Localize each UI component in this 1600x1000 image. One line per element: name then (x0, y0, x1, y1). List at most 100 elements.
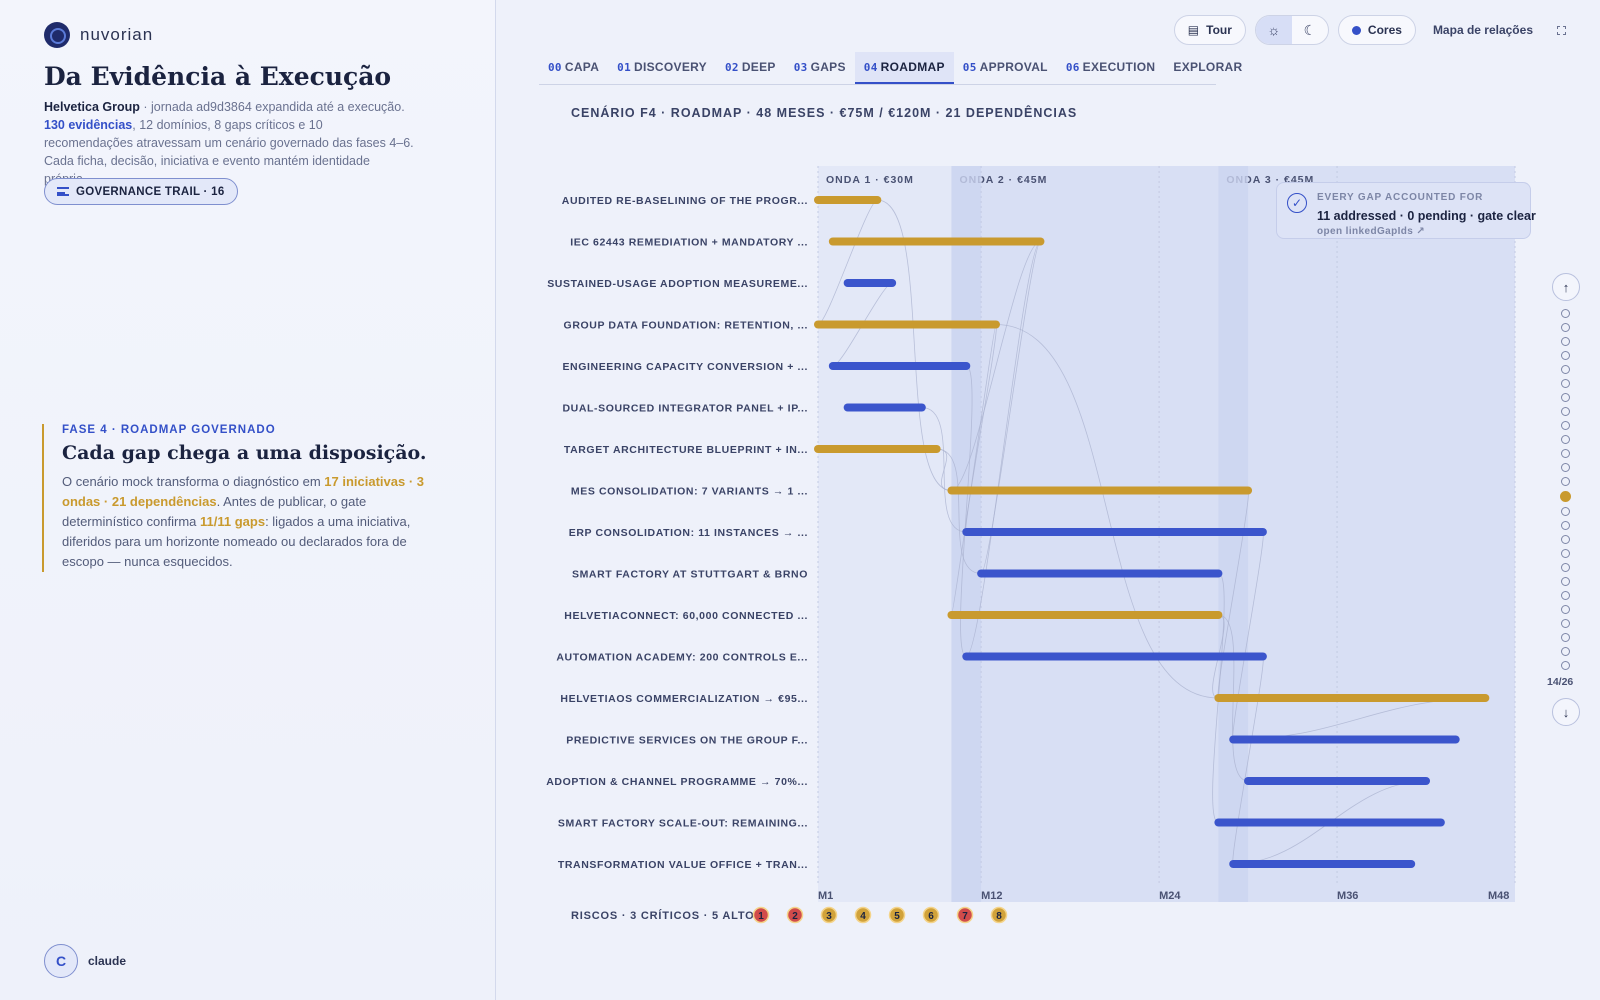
tab-number: 02 (724, 61, 739, 74)
slide-dot[interactable] (1561, 577, 1570, 586)
gate-summary: 11 addressed · 0 pending · gate clear (1317, 209, 1536, 223)
slide-dot[interactable] (1561, 619, 1570, 628)
intro-text: Helvetica Group · jornada ad9d3864 expan… (44, 98, 414, 188)
roadmap-gantt-chart: ONDA 1 · €30M ONDA 2 · €45M ONDA 3 · €45MM… (546, 166, 1516, 924)
risk-number: 5 (894, 911, 900, 922)
tab-gaps[interactable]: 03 GAPS (785, 52, 855, 84)
wave-label: ONDA 1 · €30M (826, 174, 914, 186)
phase-highlight-gaps: 11/11 gaps (200, 514, 266, 529)
tab-number: 00 (548, 61, 562, 74)
slide-dot[interactable] (1561, 421, 1570, 430)
task-label: HELVETIACONNECT: 60,000 CONNECTED ... (564, 610, 808, 622)
slide-dot[interactable] (1561, 563, 1570, 572)
slide-dot[interactable] (1561, 477, 1570, 486)
slide-dot[interactable] (1561, 463, 1570, 472)
dependency-link (877, 199, 952, 491)
slide-dot[interactable] (1561, 449, 1570, 458)
slide-dot[interactable] (1561, 351, 1570, 360)
tour-label: Tour (1206, 23, 1232, 37)
phase-highlight-initiatives: 17 iniciativas · 3 ondas · 21 dependênci… (62, 474, 425, 509)
brand[interactable]: nuvorian (44, 22, 153, 48)
risks-label: RISCOS · 3 CRÍTICOS · 5 ALTOS (571, 909, 763, 922)
relations-map-link[interactable]: Mapa de relações (1432, 23, 1533, 37)
governance-trail-button[interactable]: GOVERNANCE TRAIL · 16 (44, 178, 238, 205)
slide-dot[interactable] (1561, 591, 1570, 600)
slide-dot[interactable] (1561, 647, 1570, 656)
phase-card: FASE 4 · ROADMAP GOVERNADO Cada gap cheg… (42, 424, 442, 572)
slide-dot[interactable] (1561, 309, 1570, 318)
tab-roadmap[interactable]: 04 ROADMAP (854, 52, 954, 84)
arrow-down-icon[interactable]: ↓ (1552, 698, 1580, 726)
risk-number: 1 (758, 911, 764, 922)
tab-number: 05 (962, 61, 977, 74)
risk-marker (888, 906, 906, 924)
tab-label: CAPA (564, 60, 600, 74)
phase-body-3: : ligados a uma iniciativa, diferidos pa… (62, 514, 411, 569)
tour-button[interactable]: ▤ Tour (1173, 15, 1246, 45)
tab-execution[interactable]: 06 EXECUTION (1057, 52, 1165, 84)
tab-deep[interactable]: 02 DEEP (716, 52, 785, 84)
slide-dot[interactable] (1561, 661, 1570, 670)
dependency-link (1217, 490, 1249, 699)
slide-dot[interactable] (1561, 407, 1570, 416)
risk-number: 4 (860, 911, 866, 922)
dependency-link (936, 448, 982, 574)
sun-icon[interactable]: ☼ (1255, 16, 1292, 44)
task-label: ERP CONSOLIDATION: 11 INSTANCES → ... (569, 527, 808, 539)
risk-marker (990, 906, 1008, 924)
slide-dot[interactable] (1561, 535, 1570, 544)
x-tick-label: M48 (1488, 890, 1509, 902)
slide-dot[interactable] (1561, 337, 1570, 346)
phase-kicker: FASE 4 · ROADMAP GOVERNADO (62, 424, 276, 436)
x-tick-label: M12 (981, 890, 1002, 902)
slide-dot[interactable] (1560, 491, 1571, 502)
risk-number: 8 (996, 911, 1002, 922)
task-label: TARGET ARCHITECTURE BLUEPRINT + IN... (564, 444, 808, 456)
tab-discovery[interactable]: 01 DISCOVERY (608, 52, 716, 84)
dependency-link (1232, 531, 1264, 740)
avatar: C (44, 944, 78, 978)
risk-number: 3 (826, 911, 832, 922)
tab-number: 04 (863, 61, 878, 74)
task-label: AUTOMATION ACADEMY: 200 CONTROLS E... (556, 652, 808, 664)
slide-dot[interactable] (1561, 605, 1570, 614)
phase-body-2: . Antes de publicar, o gate determinísti… (62, 494, 367, 529)
slide-dot[interactable] (1561, 365, 1570, 374)
task-label: SUSTAINED-USAGE ADOPTION MEASUREME... (547, 278, 808, 290)
dependency-link (995, 324, 1219, 699)
risk-number: 2 (792, 911, 798, 922)
user-badge[interactable]: C claude (44, 944, 126, 978)
tab-label: APPROVAL (979, 60, 1048, 74)
colors-button[interactable]: Cores (1337, 15, 1416, 45)
evidence-count: 130 evidências (44, 118, 133, 132)
linked-gap-ids-link[interactable]: open linkedGapIds ↗ (1317, 226, 1426, 237)
phase-body-1: O cenário mock transforma o diagnóstico … (62, 474, 325, 489)
slide-dot[interactable] (1561, 507, 1570, 516)
moon-icon[interactable]: ☾ (1303, 21, 1317, 38)
slide-counter: 14/26 (1547, 676, 1574, 688)
slide-dot[interactable] (1561, 393, 1570, 402)
tab-capa[interactable]: 00 CAPA (539, 52, 608, 84)
task-label: ADOPTION & CHANNEL PROGRAMME → 70%... (546, 776, 808, 788)
gate-status-card[interactable]: ✓ EVERY GAP ACCOUNTED FOR 11 addressed ·… (1276, 182, 1536, 239)
phase-title: Cada gap chega a uma disposição. (62, 442, 427, 464)
tab-explorar[interactable]: EXPLORAR (1164, 52, 1251, 84)
dependency-link (1232, 656, 1264, 865)
risk-number: 7 (962, 911, 968, 922)
fullscreen-icon[interactable] (1550, 19, 1572, 41)
slide-dot[interactable] (1561, 435, 1570, 444)
slide-dot[interactable] (1561, 549, 1570, 558)
tab-label: DISCOVERY (634, 60, 707, 74)
tab-approval[interactable]: 05 APPROVAL (954, 52, 1057, 84)
slide-dot[interactable] (1561, 521, 1570, 530)
dependency-link (965, 324, 997, 533)
top-toolbar: ▤ Tour ☼ ☾ Cores Mapa de relações (1173, 15, 1572, 45)
tab-number: 06 (1065, 61, 1080, 74)
task-label: IEC 62443 REMEDIATION + MANDATORY ... (570, 237, 808, 249)
slide-dot[interactable] (1561, 379, 1570, 388)
arrow-up-icon[interactable]: ↑ (1552, 273, 1580, 301)
slide-dot[interactable] (1561, 633, 1570, 642)
task-label: AUDITED RE-BASELINING OF THE PROGR... (562, 195, 808, 207)
slide-dot[interactable] (1561, 323, 1570, 332)
scenario-header: CENÁRIO F4 · ROADMAP · 48 MESES · €75M /… (571, 106, 1078, 120)
